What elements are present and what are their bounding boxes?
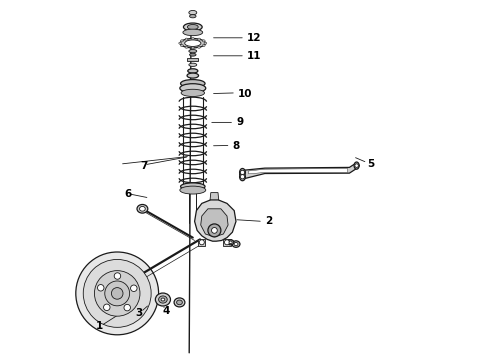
Ellipse shape bbox=[240, 168, 245, 176]
Circle shape bbox=[355, 164, 358, 167]
Circle shape bbox=[95, 271, 140, 316]
Text: 2: 2 bbox=[265, 216, 272, 226]
Text: 4: 4 bbox=[162, 306, 170, 316]
Text: 11: 11 bbox=[247, 51, 261, 61]
Text: 6: 6 bbox=[124, 189, 132, 199]
Circle shape bbox=[114, 273, 121, 279]
Ellipse shape bbox=[234, 243, 238, 246]
Ellipse shape bbox=[202, 45, 205, 47]
Ellipse shape bbox=[354, 162, 359, 169]
Ellipse shape bbox=[192, 37, 194, 40]
Ellipse shape bbox=[183, 23, 202, 31]
Ellipse shape bbox=[192, 47, 194, 49]
Circle shape bbox=[111, 288, 123, 299]
Text: 1: 1 bbox=[96, 321, 103, 331]
Ellipse shape bbox=[189, 63, 197, 67]
Circle shape bbox=[212, 228, 217, 233]
Ellipse shape bbox=[232, 241, 240, 247]
Ellipse shape bbox=[174, 298, 185, 307]
Ellipse shape bbox=[181, 89, 204, 96]
Ellipse shape bbox=[155, 293, 171, 306]
Circle shape bbox=[208, 224, 221, 237]
Ellipse shape bbox=[180, 84, 206, 93]
Circle shape bbox=[76, 252, 159, 335]
Ellipse shape bbox=[180, 183, 205, 190]
Ellipse shape bbox=[180, 186, 206, 194]
Circle shape bbox=[105, 281, 130, 306]
Circle shape bbox=[124, 304, 130, 311]
Polygon shape bbox=[187, 58, 198, 61]
Polygon shape bbox=[248, 168, 347, 174]
Ellipse shape bbox=[180, 80, 205, 87]
Ellipse shape bbox=[190, 15, 196, 18]
Ellipse shape bbox=[202, 40, 205, 42]
Ellipse shape bbox=[180, 40, 183, 42]
Polygon shape bbox=[240, 163, 360, 179]
Circle shape bbox=[103, 304, 110, 311]
Ellipse shape bbox=[240, 173, 245, 181]
Circle shape bbox=[98, 284, 104, 291]
Circle shape bbox=[130, 285, 137, 292]
Circle shape bbox=[83, 260, 151, 327]
Ellipse shape bbox=[180, 45, 183, 46]
Polygon shape bbox=[195, 200, 236, 241]
Ellipse shape bbox=[187, 73, 198, 78]
Ellipse shape bbox=[190, 53, 196, 56]
Circle shape bbox=[224, 240, 229, 245]
Ellipse shape bbox=[204, 42, 207, 44]
Ellipse shape bbox=[188, 69, 198, 73]
Ellipse shape bbox=[189, 10, 197, 15]
Text: 5: 5 bbox=[368, 159, 375, 169]
Text: 7: 7 bbox=[141, 161, 148, 171]
Ellipse shape bbox=[180, 39, 205, 48]
Ellipse shape bbox=[159, 296, 167, 303]
Polygon shape bbox=[210, 193, 219, 200]
Ellipse shape bbox=[229, 241, 232, 244]
Ellipse shape bbox=[187, 24, 198, 30]
Ellipse shape bbox=[140, 207, 145, 211]
Circle shape bbox=[240, 170, 245, 175]
Text: 3: 3 bbox=[135, 308, 143, 318]
Ellipse shape bbox=[161, 298, 165, 301]
Ellipse shape bbox=[197, 38, 200, 40]
Text: 10: 10 bbox=[238, 89, 252, 99]
Circle shape bbox=[199, 240, 204, 245]
Text: 8: 8 bbox=[232, 141, 240, 151]
Ellipse shape bbox=[179, 42, 182, 44]
Polygon shape bbox=[201, 209, 228, 237]
Ellipse shape bbox=[185, 46, 188, 48]
Text: 9: 9 bbox=[236, 117, 243, 127]
Ellipse shape bbox=[185, 38, 188, 40]
Ellipse shape bbox=[176, 300, 182, 305]
Ellipse shape bbox=[197, 46, 200, 48]
Text: 12: 12 bbox=[247, 33, 261, 43]
Ellipse shape bbox=[183, 29, 203, 36]
Circle shape bbox=[240, 175, 245, 179]
Ellipse shape bbox=[227, 240, 234, 245]
Ellipse shape bbox=[189, 50, 197, 53]
Ellipse shape bbox=[185, 40, 201, 46]
Polygon shape bbox=[223, 239, 231, 246]
Polygon shape bbox=[198, 239, 205, 246]
Ellipse shape bbox=[137, 204, 148, 213]
